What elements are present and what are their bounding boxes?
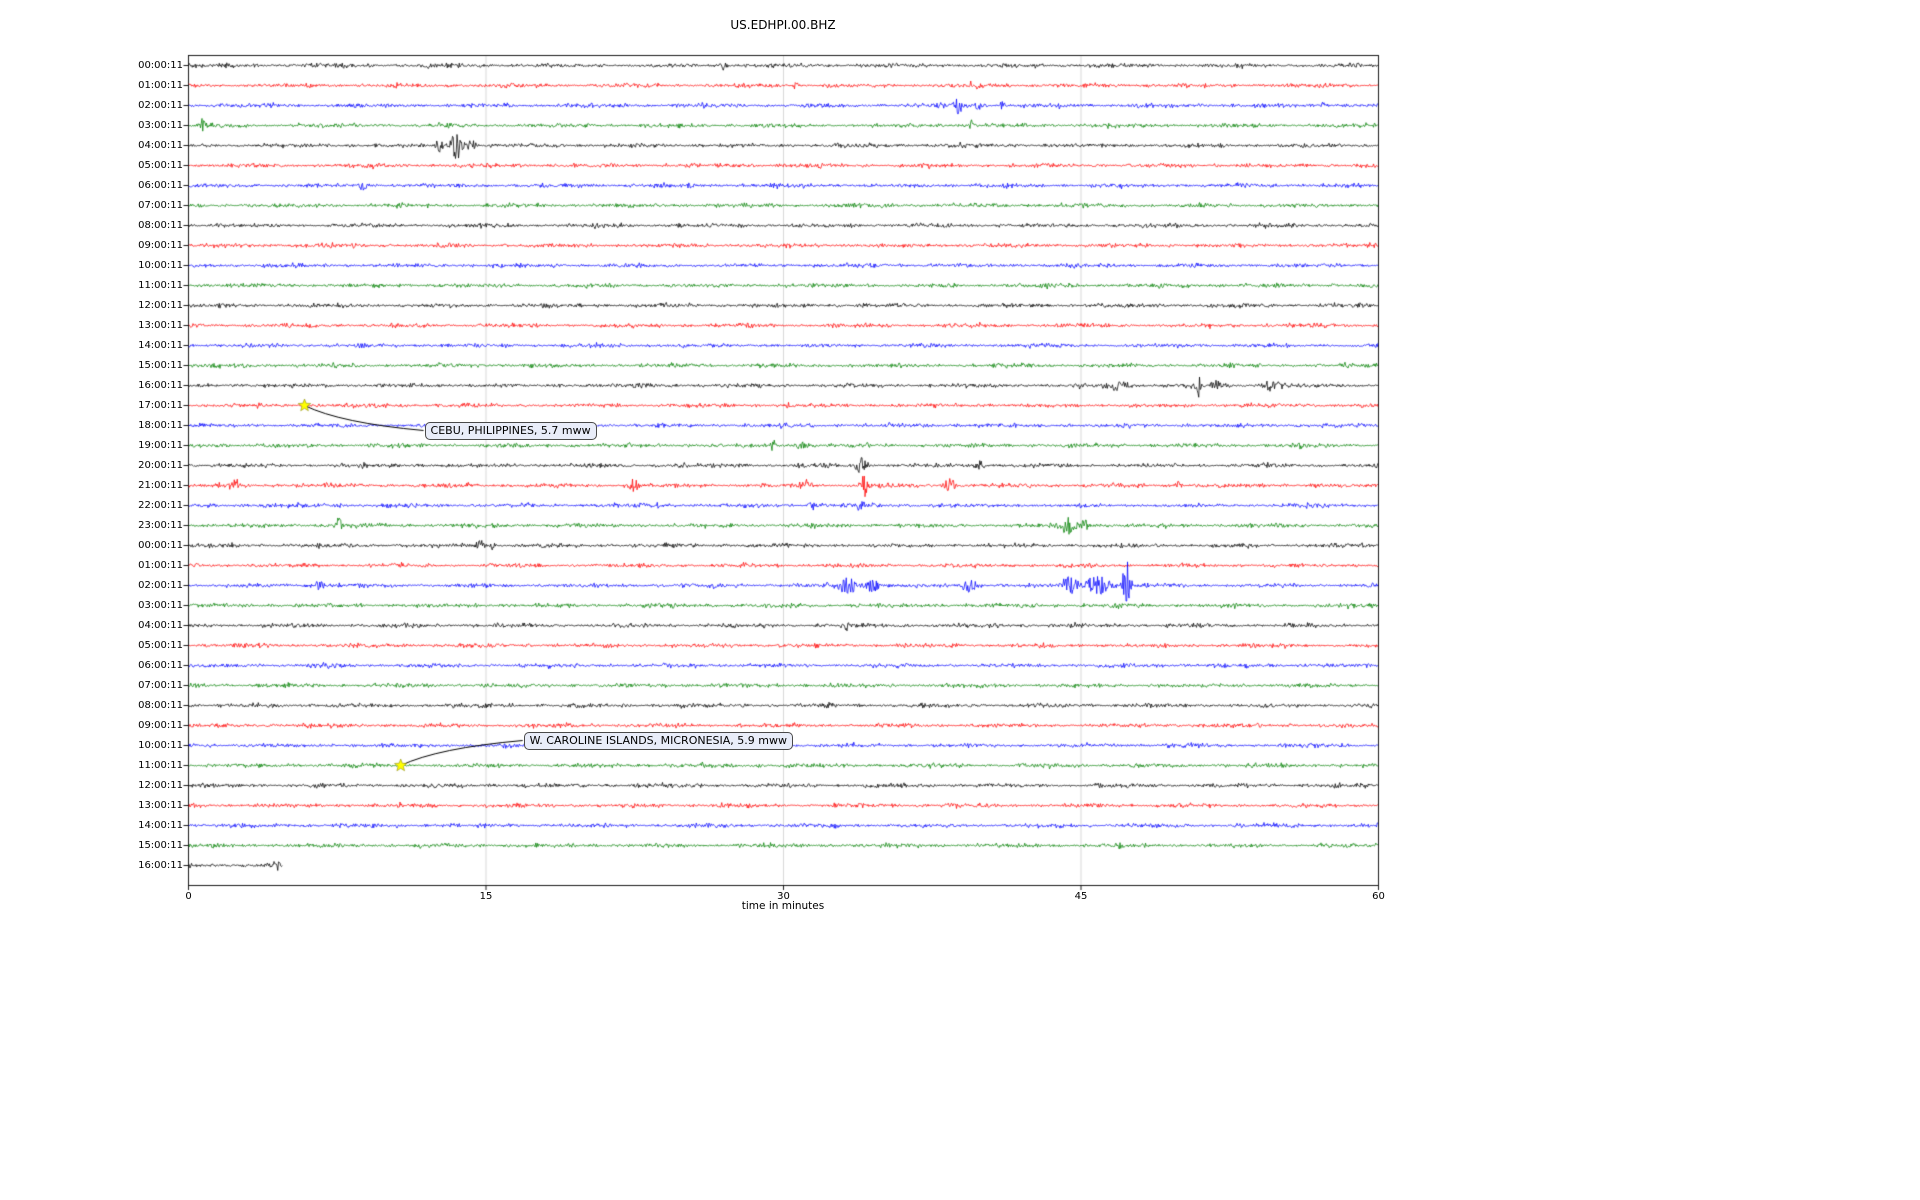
row-label: 20:00:11 xyxy=(138,460,183,471)
row-label: 06:00:11 xyxy=(138,660,183,671)
row-label: 17:00:11 xyxy=(138,400,183,411)
row-label: 18:00:11 xyxy=(138,420,183,431)
row-label: 05:00:11 xyxy=(138,160,183,171)
row-label: 02:00:11 xyxy=(138,100,183,111)
row-label: 12:00:11 xyxy=(138,780,183,791)
row-label: 19:00:11 xyxy=(138,440,183,451)
row-label: 01:00:11 xyxy=(138,560,183,571)
row-label: 00:00:11 xyxy=(138,540,183,551)
x-tick-label: 30 xyxy=(777,891,790,902)
row-label: 04:00:11 xyxy=(138,140,183,151)
row-label: 11:00:11 xyxy=(138,760,183,771)
row-label: 06:00:11 xyxy=(138,180,183,191)
row-label: 15:00:11 xyxy=(138,840,183,851)
row-label: 13:00:11 xyxy=(138,320,183,331)
row-label: 21:00:11 xyxy=(138,480,183,491)
chart-title: US.EDHPI.00.BHZ xyxy=(730,18,836,32)
x-tick-label: 45 xyxy=(1074,891,1088,902)
row-label: 16:00:11 xyxy=(138,380,183,391)
x-tick-label: 0 xyxy=(185,891,192,902)
row-label: 22:00:11 xyxy=(138,500,183,511)
row-label: 08:00:11 xyxy=(138,700,183,711)
x-tick-label: 15 xyxy=(479,891,493,902)
row-label: 03:00:11 xyxy=(138,600,183,611)
row-label: 00:00:11 xyxy=(138,60,183,71)
row-label: 03:00:11 xyxy=(138,120,183,131)
row-label: 23:00:11 xyxy=(138,520,183,531)
row-label: 01:00:11 xyxy=(138,80,183,91)
row-label: 07:00:11 xyxy=(138,680,183,691)
row-label: 05:00:11 xyxy=(138,640,183,651)
row-label: 04:00:11 xyxy=(138,620,183,631)
row-label: 13:00:11 xyxy=(138,800,183,811)
x-axis-title: time in minutes xyxy=(741,900,825,912)
row-label: 09:00:11 xyxy=(138,720,183,731)
row-label: 11:00:11 xyxy=(138,280,183,291)
x-tick-label: 60 xyxy=(1372,891,1385,902)
row-label: 14:00:11 xyxy=(138,340,183,351)
row-label: 12:00:11 xyxy=(138,300,183,311)
row-label: 08:00:11 xyxy=(138,220,183,231)
row-label: 10:00:11 xyxy=(138,260,183,271)
row-label: 07:00:11 xyxy=(138,200,183,211)
row-label: 16:00:11 xyxy=(138,860,183,871)
row-label: 09:00:11 xyxy=(138,240,183,251)
row-label: 15:00:11 xyxy=(138,360,183,371)
row-label: 10:00:11 xyxy=(138,740,183,751)
event-annotation-cebu: CEBU, PHILIPPINES, 5.7 mww xyxy=(424,421,597,440)
event-annotation-caroline: W. CAROLINE ISLANDS, MICRONESIA, 5.9 mww xyxy=(523,731,793,750)
row-label: 02:00:11 xyxy=(138,580,183,591)
row-label: 14:00:11 xyxy=(138,820,183,831)
